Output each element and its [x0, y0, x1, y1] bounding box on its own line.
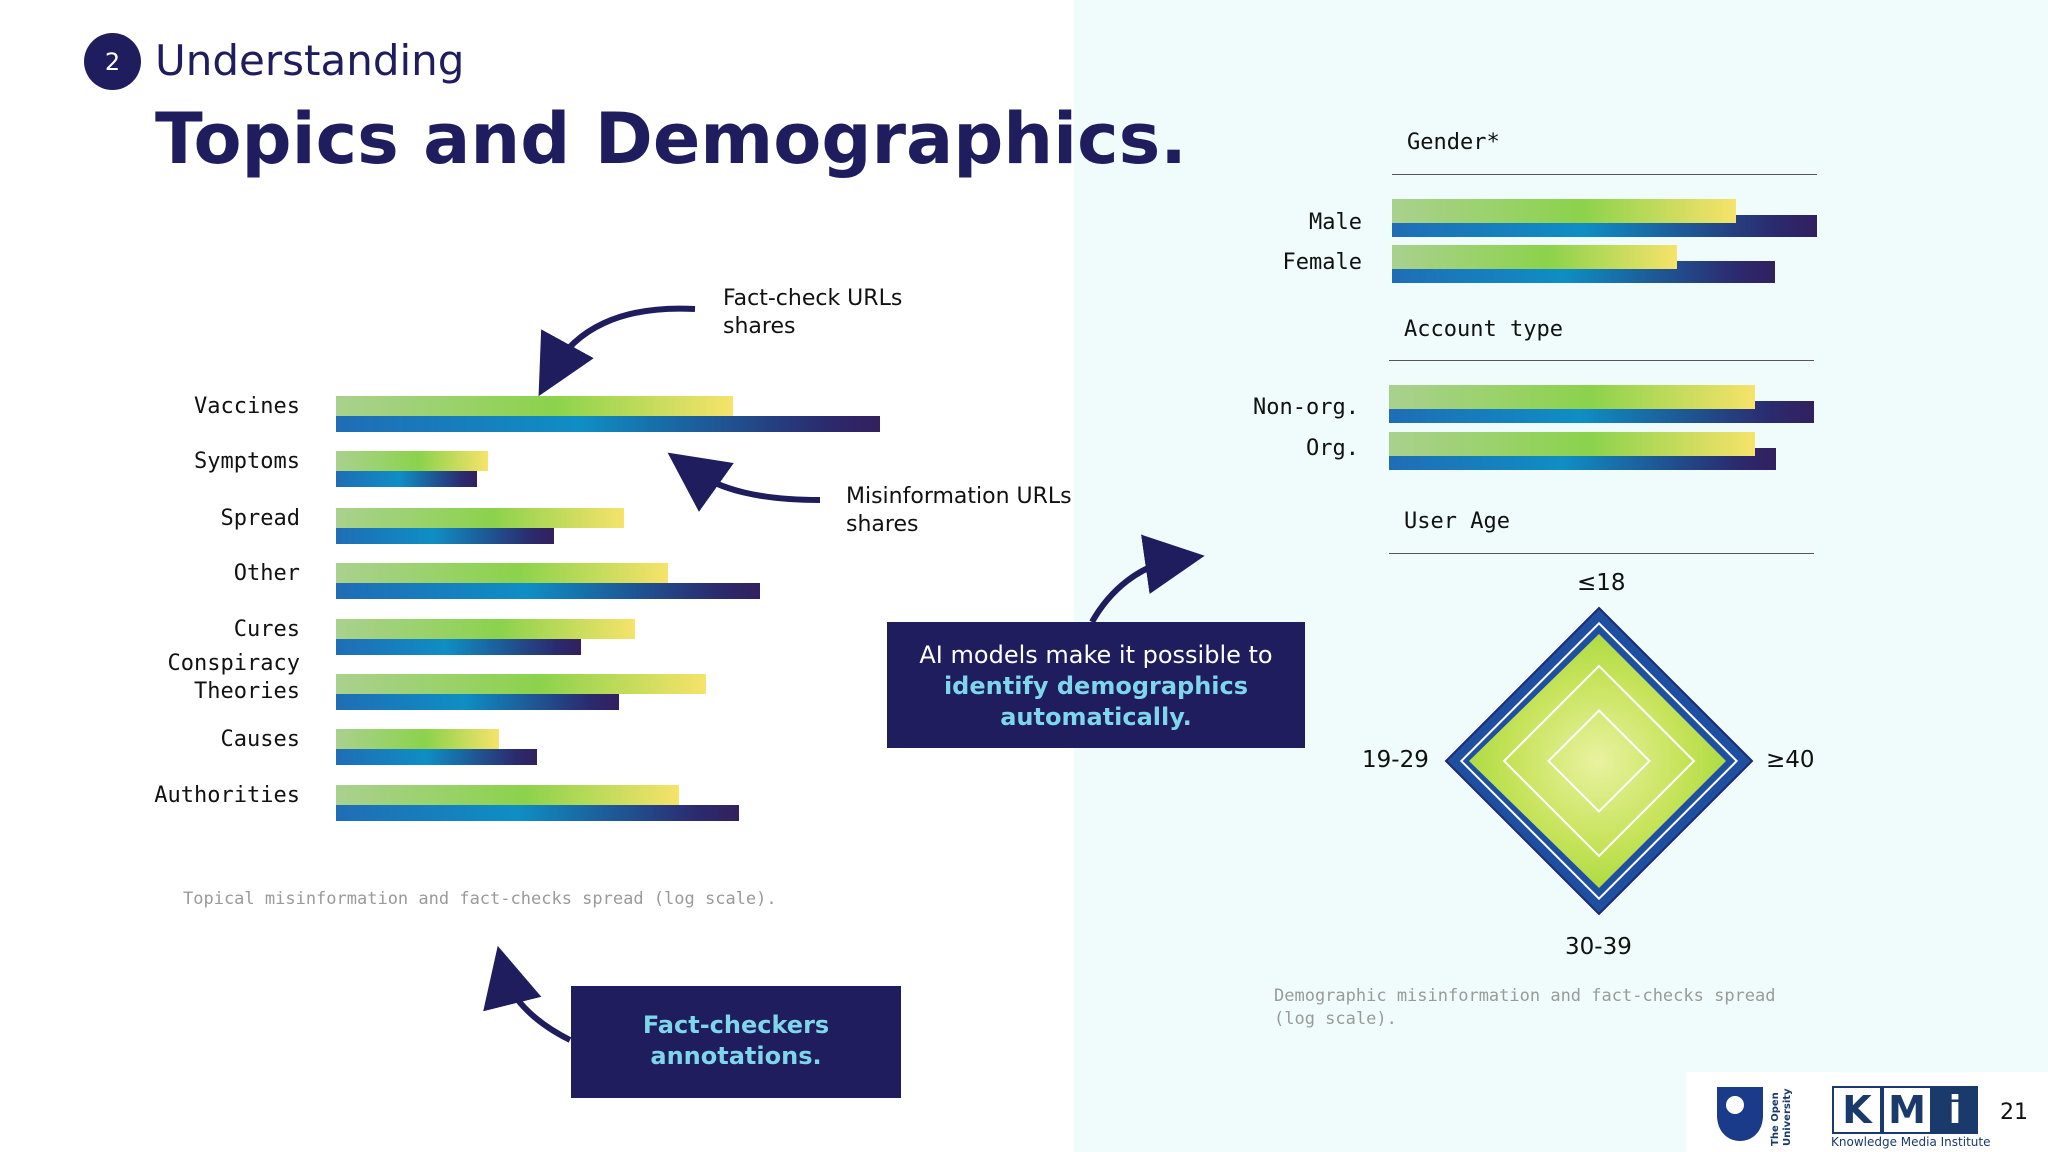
demographic-fact-bar-2 — [1389, 385, 1755, 409]
arrow-to-topics — [483, 945, 572, 1043]
demographics-caption: Demographic misinformation and fact-chec… — [1274, 985, 1776, 1031]
ai-box-line2: identify demographics — [943, 672, 1249, 700]
demographic-label-2: Non-org. — [1253, 395, 1359, 420]
page-title: Topics and Demographics. — [155, 98, 1187, 180]
topic-label-4: Cures — [233, 617, 300, 642]
topic-label-5: Conspiracy Theories — [167, 651, 300, 704]
gender-heading: Gender* — [1407, 130, 1500, 155]
radar-axis-label-1: ≥40 — [1766, 747, 1815, 773]
topic-mis-bar-2 — [336, 528, 554, 544]
demographic-fact-bar-1 — [1392, 245, 1677, 269]
topic-label-2: Spread — [220, 506, 300, 531]
step-badge: 2 — [84, 33, 141, 90]
topic-fact-bar-6 — [336, 729, 499, 749]
age-rule — [1389, 553, 1814, 554]
ai-box-line3: automatically. — [1000, 703, 1192, 731]
topic-label-6: Causes — [220, 727, 300, 752]
topics-caption: Topical misinformation and fact-checks s… — [183, 889, 777, 909]
topic-fact-bar-1 — [336, 451, 488, 471]
radar-axis-label-2: 30-39 — [1565, 934, 1632, 960]
topic-fact-bar-4 — [336, 619, 635, 639]
fact-callout: Fact-check URLs shares — [723, 285, 902, 341]
open-university-text: The Open University — [1770, 1088, 1793, 1146]
topic-mis-bar-6 — [336, 749, 537, 765]
radar-grid — [1459, 621, 1739, 901]
fact-box-line2: annotations. — [650, 1042, 822, 1070]
topic-mis-bar-4 — [336, 639, 581, 655]
arrow-to-fact-bars — [538, 305, 696, 397]
topic-mis-bar-7 — [336, 805, 739, 821]
kmi-letter-m: M — [1882, 1086, 1932, 1134]
demographic-fact-bar-3 — [1389, 432, 1755, 456]
mis-callout: Misinformation URLs shares — [846, 483, 1072, 539]
radar-grid-ring-0 — [1547, 709, 1651, 813]
mis-callout-line2: shares — [846, 512, 919, 537]
topic-fact-bar-7 — [336, 785, 679, 805]
radar-axis-label-0: ≤18 — [1577, 570, 1626, 596]
open-university-shield-icon — [1717, 1087, 1763, 1141]
fact-callout-line1: Fact-check URLs — [723, 286, 903, 311]
fact-box-line1: Fact-checkers — [642, 1011, 830, 1039]
arrow-to-mis-bars — [667, 452, 821, 512]
topic-mis-bar-3 — [336, 583, 760, 599]
topic-label-7: Authorities — [154, 783, 300, 808]
topic-fact-bar-5 — [336, 674, 706, 694]
topic-fact-bar-2 — [336, 508, 624, 528]
demographic-fact-bar-0 — [1392, 199, 1736, 223]
right-panel — [1074, 0, 2048, 1152]
kmi-letter-k: K — [1832, 1086, 1882, 1134]
fact-callout-line2: shares — [723, 314, 796, 339]
account-rule — [1389, 360, 1814, 361]
topic-fact-bar-0 — [336, 396, 733, 416]
topic-label-3: Other — [233, 561, 300, 586]
section-kicker: Understanding — [155, 36, 465, 85]
fact-checkers-box: Fact-checkers annotations. — [571, 986, 901, 1098]
radar-grid-ring-1 — [1502, 664, 1696, 858]
ai-models-box: AI models make it possible to identify d… — [887, 622, 1305, 748]
radar-axis-label-3: 19-29 — [1362, 747, 1429, 773]
page-number: 21 — [2000, 1100, 2028, 1125]
topic-label-1: Symptoms — [194, 449, 300, 474]
dem-caption-line2: (log scale). — [1274, 1009, 1397, 1029]
age-heading: User Age — [1404, 509, 1510, 534]
kmi-letter-i: i — [1932, 1086, 1978, 1134]
dem-caption-line1: Demographic misinformation and fact-chec… — [1274, 986, 1776, 1006]
radar-factcheck-area — [1469, 634, 1726, 888]
kmi-subtitle: Knowledge Media Institute — [1831, 1135, 1991, 1149]
demographic-label-0: Male — [1309, 210, 1362, 235]
topic-mis-bar-0 — [336, 416, 880, 432]
topic-mis-bar-1 — [336, 471, 477, 487]
radar-grid-ring-2 — [1459, 621, 1739, 901]
ai-box-line1: AI models make it possible to — [919, 641, 1273, 669]
demographic-label-3: Org. — [1306, 436, 1359, 461]
account-heading: Account type — [1404, 317, 1563, 342]
topic-label-0: Vaccines — [194, 394, 300, 419]
arrow-to-demographics — [1089, 534, 1205, 624]
demographic-label-1: Female — [1282, 250, 1362, 275]
mis-callout-line1: Misinformation URLs — [846, 484, 1072, 509]
topic-fact-bar-3 — [336, 563, 668, 583]
gender-rule — [1392, 174, 1817, 175]
topic-mis-bar-5 — [336, 694, 619, 710]
